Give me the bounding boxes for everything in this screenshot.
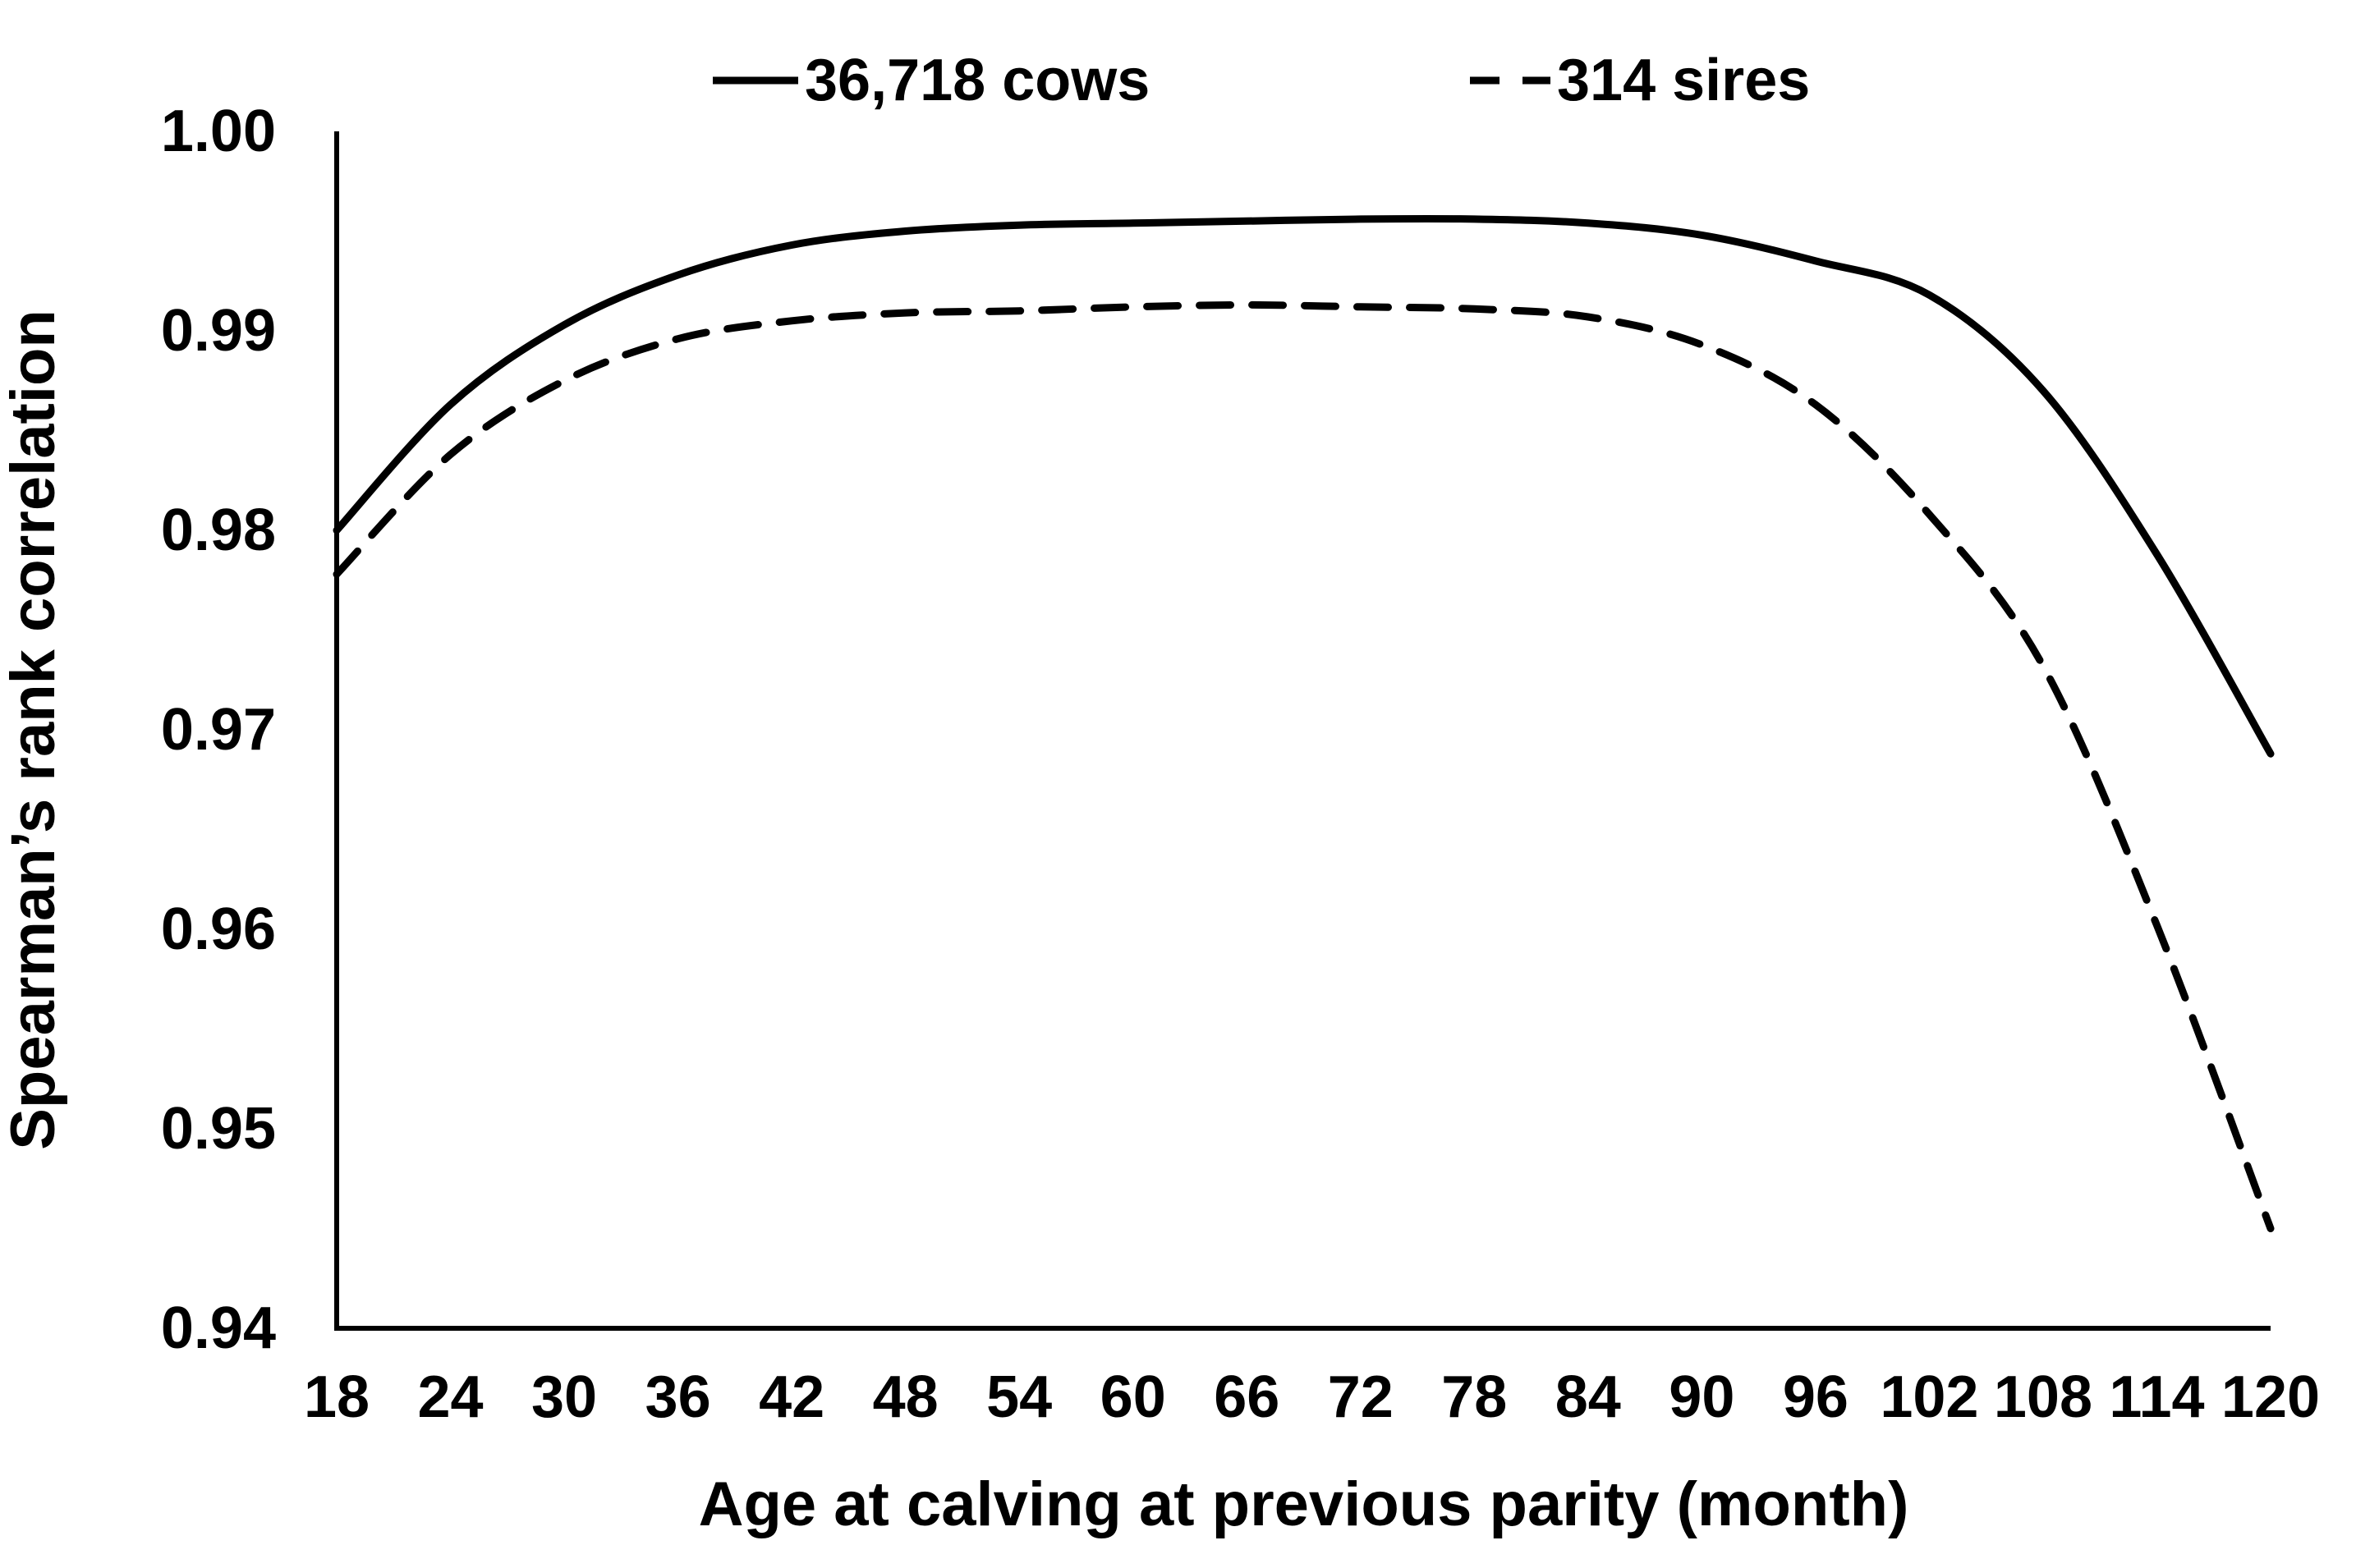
y-tick-label: 0.94 — [161, 1295, 276, 1361]
x-tick-label: 66 — [1214, 1364, 1279, 1430]
series-sires-line — [333, 300, 2275, 1232]
legend-group: 36,718 cows 314 sires — [713, 48, 1810, 113]
y-tick-label: 0.98 — [161, 497, 276, 563]
x-tick-label: 120 — [2221, 1364, 2320, 1430]
x-axis-title: Age at calving at previous parity (month… — [699, 1469, 1909, 1539]
x-tick-label: 30 — [531, 1364, 597, 1430]
y-tick-label: 0.96 — [161, 896, 276, 962]
series-group — [333, 214, 2275, 1232]
axes-group: 1.00 0.99 0.98 0.97 0.96 0.95 0.94 18 24 30 36 42 48… — [161, 99, 2320, 1430]
x-tick-label: 108 — [1994, 1364, 2092, 1430]
x-tick-label: 18 — [304, 1364, 370, 1430]
y-tick-label: 1.00 — [161, 99, 276, 164]
x-tick-label: 96 — [1783, 1364, 1849, 1430]
x-tick-label: 60 — [1100, 1364, 1166, 1430]
series-cows-line — [333, 214, 2275, 758]
x-tick-label: 54 — [986, 1364, 1052, 1430]
x-tick-label: 90 — [1669, 1364, 1734, 1430]
x-tick-label: 78 — [1441, 1364, 1507, 1430]
legend-label: 314 sires — [1557, 48, 1810, 113]
x-tick-label: 24 — [417, 1364, 483, 1430]
axis-titles-group: Age at calving at previous parity (month… — [0, 309, 1908, 1539]
x-tick-label: 48 — [873, 1364, 939, 1430]
y-tick-label: 0.97 — [161, 697, 276, 763]
x-tick-label: 36 — [645, 1364, 711, 1430]
y-tick-label: 0.99 — [161, 298, 276, 364]
x-tick-label: 72 — [1328, 1364, 1394, 1430]
x-tick-label: 102 — [1880, 1364, 1978, 1430]
y-axis-title: Spearman’s rank correlation — [0, 309, 68, 1150]
y-tick-label: 0.95 — [161, 1096, 276, 1162]
x-tick-label: 84 — [1555, 1364, 1621, 1430]
x-tick-label: 114 — [2109, 1364, 2204, 1430]
legend-label: 36,718 cows — [805, 48, 1150, 113]
x-tick-label: 42 — [759, 1364, 824, 1430]
